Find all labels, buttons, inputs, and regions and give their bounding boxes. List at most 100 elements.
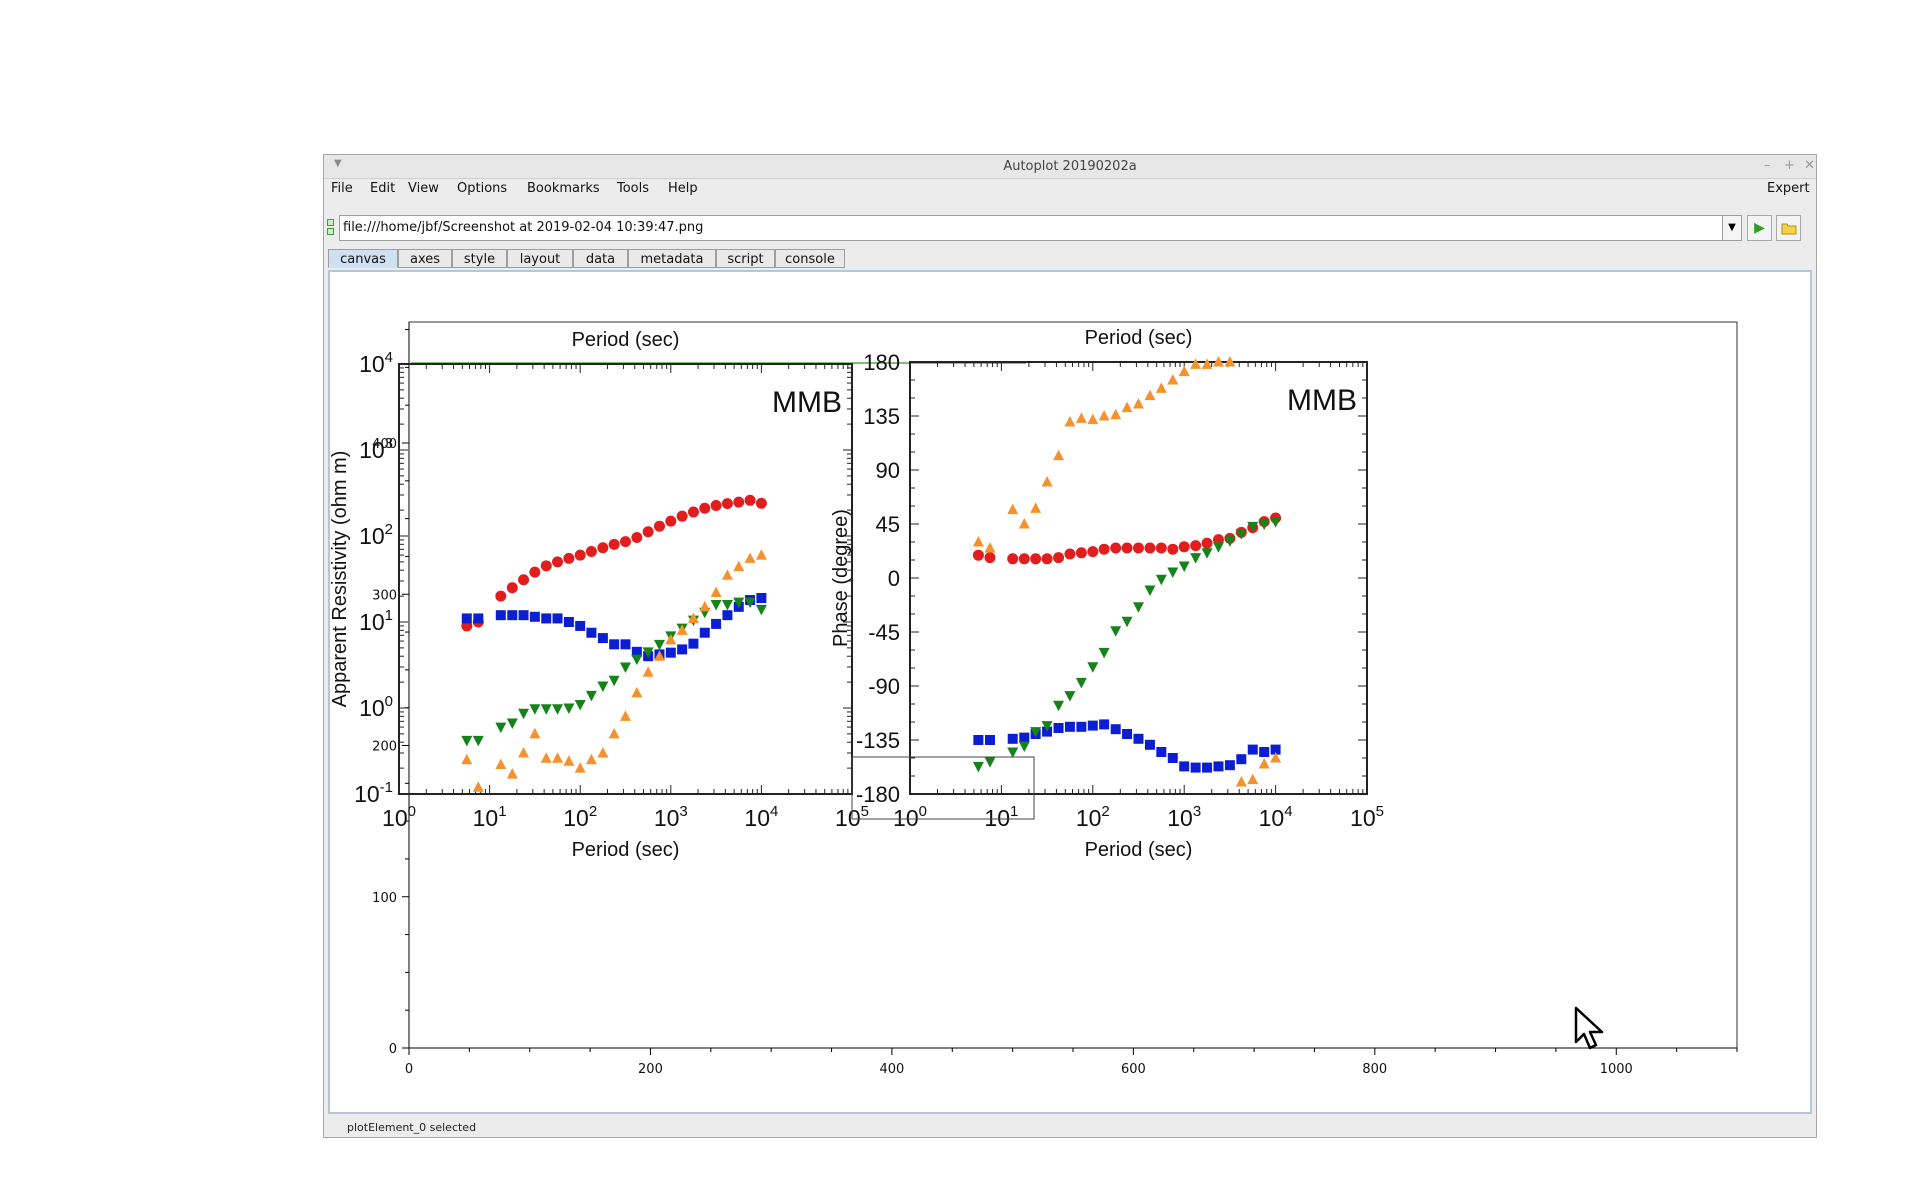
left-inset-point-triangle-up [574, 762, 586, 773]
left-inset-point-triangle-down [574, 699, 586, 711]
right-inset-point-triangle-up [1212, 356, 1224, 367]
left-inset-point-circle [619, 536, 631, 548]
right-inset-point-triangle-up [972, 536, 984, 547]
right-inset-point-square [1247, 744, 1258, 755]
left-inset-point-circle [608, 538, 620, 550]
left-inset-y-tick-label: 102 [359, 521, 393, 549]
left-inset-point-circle [642, 526, 654, 538]
close-button[interactable]: ✕ [1804, 158, 1815, 173]
right-inset-point-square [1224, 760, 1235, 771]
right-inset-point-square [1270, 744, 1281, 755]
play-icon[interactable]: ▶ [1747, 215, 1772, 241]
left-inset-x-axis-label: Period (sec) [572, 839, 680, 861]
right-inset-point-circle [1190, 540, 1202, 552]
right-inset-point-triangle-up [1247, 773, 1259, 785]
left-inset-point-triangle-down [461, 735, 473, 747]
right-inset-point-triangle-down [1064, 691, 1076, 702]
left-inset-point-triangle-down [653, 639, 665, 651]
right-inset-point-square [1259, 747, 1270, 757]
menu-edit[interactable]: Edit [370, 181, 396, 196]
left-inset-point-triangle-up [619, 710, 631, 721]
menu-file[interactable]: File [331, 181, 353, 196]
right-inset-top-label: Period (sec) [1085, 327, 1193, 349]
left-inset-point-square [507, 610, 518, 621]
left-inset-point-circle [676, 510, 688, 522]
left-inset-point-square [575, 620, 586, 631]
expert-menu[interactable]: Expert [1767, 181, 1810, 196]
right-inset-point-square [1156, 747, 1167, 757]
triangle-down-icon[interactable]: ▼ [334, 158, 342, 169]
minimize-button[interactable]: – [1764, 158, 1771, 173]
right-inset-point-circle [1053, 552, 1065, 564]
outer-x-tick-label: 0 [405, 1062, 413, 1077]
mouse-pointer-icon [1574, 1006, 1604, 1050]
right-inset-point-circle [972, 549, 984, 561]
right-inset-point-square [1190, 762, 1201, 773]
left-inset-point-square [688, 638, 699, 649]
left-inset-point-triangle-down [642, 647, 654, 658]
menu-tools[interactable]: Tools [617, 181, 650, 196]
left-inset-point-circle [733, 496, 745, 508]
right-inset-point-triangle-down [1212, 542, 1224, 553]
left-inset-point-circle [585, 546, 597, 558]
left-inset-point-triangle-down [585, 690, 597, 702]
left-inset-point-square [495, 610, 506, 621]
menu-options[interactable]: Options [457, 181, 508, 196]
outer-x-tick-label: 800 [1362, 1062, 1387, 1077]
tab-axes[interactable]: axes [398, 249, 452, 268]
right-inset-point-triangle-down [1121, 616, 1133, 628]
left-inset-top-label: Period (sec) [572, 329, 680, 351]
left-inset-point-triangle-down [721, 599, 733, 611]
title-bar[interactable]: ▼ Autoplot 20190202a – + ✕ [324, 155, 1816, 179]
left-inset-point-triangle-up [608, 727, 620, 739]
tab-layout[interactable]: layout [507, 249, 573, 268]
left-inset-point-triangle-up [721, 569, 733, 580]
menu-bookmarks[interactable]: Bookmarks [527, 181, 600, 196]
right-inset-point-circle [1007, 553, 1019, 565]
right-inset-point-triangle-up [1155, 382, 1167, 393]
right-inset-x-axis-label: Period (sec) [1085, 839, 1193, 861]
tab-bar: canvas axes style layout data metadata s… [324, 249, 1816, 269]
left-inset-point-circle [529, 566, 541, 578]
tab-data[interactable]: data [573, 249, 628, 268]
right-inset-point-triangle-up [1190, 358, 1202, 369]
outer-x-tick-label: 400 [879, 1062, 904, 1077]
folder-icon[interactable] [1776, 215, 1801, 241]
tab-style[interactable]: style [452, 249, 507, 268]
right-inset-point-triangle-up [1167, 374, 1179, 385]
right-inset-point-square [1019, 732, 1030, 743]
right-inset-point-triangle-down [1167, 567, 1179, 578]
right-inset-point-triangle-up [1030, 502, 1042, 513]
right-inset-point-triangle-up [1110, 408, 1122, 420]
right-inset-point-circle [1075, 547, 1087, 559]
left-inset-point-triangle-up [710, 586, 722, 598]
right-inset-point-triangle-down [1235, 529, 1247, 540]
tab-console[interactable]: console [775, 249, 845, 268]
left-inset-point-triangle-up [631, 686, 643, 698]
left-inset-point-triangle-down [631, 654, 643, 666]
right-inset-point-square [1087, 720, 1098, 731]
tab-metadata[interactable]: metadata [628, 249, 716, 268]
chevron-down-icon[interactable]: ▼ [1722, 215, 1742, 241]
status-bar: plotElement_0 selected [347, 1121, 477, 1134]
left-inset-point-square [552, 613, 563, 624]
left-inset-point-triangle-up [733, 560, 745, 572]
outer-y-tick-label: 300 [372, 588, 397, 603]
right-inset-point-triangle-up [1144, 389, 1156, 401]
right-inset-point-triangle-up [1132, 398, 1144, 409]
menu-view[interactable]: View [408, 181, 439, 196]
right-inset-point-circle [1144, 542, 1156, 554]
tab-script[interactable]: script [716, 249, 775, 268]
menu-help[interactable]: Help [668, 181, 698, 196]
left-inset-point-circle [518, 574, 530, 586]
tab-canvas[interactable]: canvas [328, 249, 398, 268]
maximize-button[interactable]: + [1784, 158, 1795, 173]
left-inset-point-square [722, 610, 733, 621]
outer-y-tick-label: 100 [372, 891, 397, 906]
left-inset-point-triangle-up [518, 746, 530, 758]
right-inset-point-circle [1087, 546, 1099, 558]
outer-x-tick-label: 600 [1121, 1062, 1146, 1077]
right-inset-point-square [1236, 754, 1247, 765]
url-input[interactable]: file:///home/jbf/Screenshot at 2019-02-0… [339, 215, 1723, 241]
